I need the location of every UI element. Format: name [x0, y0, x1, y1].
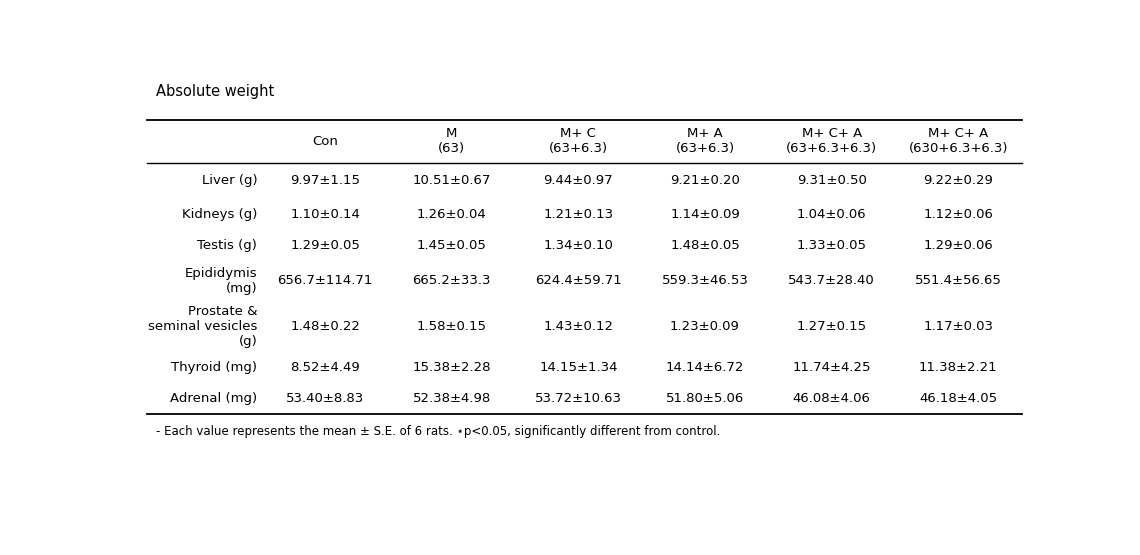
Text: 53.40±8.83: 53.40±8.83 [286, 392, 364, 405]
Text: 11.38±2.21: 11.38±2.21 [919, 361, 998, 375]
Text: Testis (g): Testis (g) [197, 239, 258, 252]
Text: 9.97±1.15: 9.97±1.15 [290, 174, 360, 188]
Text: 1.12±0.06: 1.12±0.06 [923, 208, 993, 221]
Text: 1.27±0.15: 1.27±0.15 [797, 320, 866, 334]
Text: M
(63): M (63) [438, 128, 465, 155]
Text: M+ C+ A
(63+6.3+6.3): M+ C+ A (63+6.3+6.3) [787, 128, 877, 155]
Text: 10.51±0.67: 10.51±0.67 [413, 174, 491, 188]
Text: 1.29±0.06: 1.29±0.06 [923, 239, 993, 252]
Text: 46.08±4.06: 46.08±4.06 [792, 392, 871, 405]
Text: Absolute weight: Absolute weight [156, 84, 274, 99]
Text: 1.34±0.10: 1.34±0.10 [544, 239, 613, 252]
Text: 543.7±28.40: 543.7±28.40 [788, 274, 876, 287]
Text: 11.74±4.25: 11.74±4.25 [792, 361, 871, 375]
Text: 1.26±0.04: 1.26±0.04 [417, 208, 487, 221]
Text: 9.21±0.20: 9.21±0.20 [670, 174, 740, 188]
Text: 53.72±10.63: 53.72±10.63 [535, 392, 621, 405]
Text: Adrenal (mg): Adrenal (mg) [170, 392, 258, 405]
Text: M+ C+ A
(630+6.3+6.3): M+ C+ A (630+6.3+6.3) [909, 128, 1008, 155]
Text: M+ C
(63+6.3): M+ C (63+6.3) [548, 128, 608, 155]
Text: 1.48±0.05: 1.48±0.05 [670, 239, 740, 252]
Text: 1.58±0.15: 1.58±0.15 [417, 320, 487, 334]
Text: 9.22±0.29: 9.22±0.29 [923, 174, 993, 188]
Text: 1.43±0.12: 1.43±0.12 [544, 320, 613, 334]
Text: M+ A
(63+6.3): M+ A (63+6.3) [675, 128, 734, 155]
Text: 9.44±0.97: 9.44±0.97 [544, 174, 613, 188]
Text: Prostate &
seminal vesicles
(g): Prostate & seminal vesicles (g) [148, 305, 258, 349]
Text: Epididymis
(mg): Epididymis (mg) [185, 267, 258, 295]
Text: 1.04±0.06: 1.04±0.06 [797, 208, 866, 221]
Text: 14.15±1.34: 14.15±1.34 [539, 361, 618, 375]
Text: 656.7±114.71: 656.7±114.71 [277, 274, 373, 287]
Text: Liver (g): Liver (g) [202, 174, 258, 188]
Text: 1.33±0.05: 1.33±0.05 [797, 239, 866, 252]
Text: 9.31±0.50: 9.31±0.50 [797, 174, 866, 188]
Text: 1.17±0.03: 1.17±0.03 [923, 320, 993, 334]
Text: 1.29±0.05: 1.29±0.05 [291, 239, 360, 252]
Text: Thyroid (mg): Thyroid (mg) [171, 361, 258, 375]
Text: 665.2±33.3: 665.2±33.3 [413, 274, 491, 287]
Text: 1.23±0.09: 1.23±0.09 [670, 320, 740, 334]
Text: 15.38±2.28: 15.38±2.28 [413, 361, 491, 375]
Text: 14.14±6.72: 14.14±6.72 [666, 361, 744, 375]
Text: 559.3±46.53: 559.3±46.53 [661, 274, 749, 287]
Text: Kidneys (g): Kidneys (g) [182, 208, 258, 221]
Text: 551.4±56.65: 551.4±56.65 [914, 274, 1002, 287]
Text: 1.10±0.14: 1.10±0.14 [291, 208, 360, 221]
Text: 1.21±0.13: 1.21±0.13 [544, 208, 613, 221]
Text: 624.4±59.71: 624.4±59.71 [535, 274, 621, 287]
Text: 52.38±4.98: 52.38±4.98 [413, 392, 491, 405]
Text: 51.80±5.06: 51.80±5.06 [666, 392, 744, 405]
Text: 8.52±4.49: 8.52±4.49 [291, 361, 360, 375]
Text: 1.14±0.09: 1.14±0.09 [670, 208, 740, 221]
Text: 1.48±0.22: 1.48±0.22 [291, 320, 360, 334]
Text: 46.18±4.05: 46.18±4.05 [919, 392, 998, 405]
Text: 1.45±0.05: 1.45±0.05 [417, 239, 487, 252]
Text: Con: Con [312, 135, 339, 148]
Text: - Each value represents the mean ± S.E. of 6 rats. ⋆p<0.05, significantly differ: - Each value represents the mean ± S.E. … [156, 425, 720, 438]
